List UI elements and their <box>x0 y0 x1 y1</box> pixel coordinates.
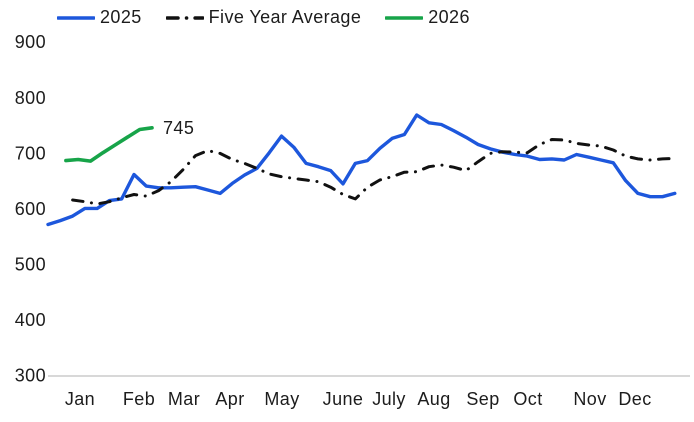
y-tick-label: 500 <box>15 254 46 274</box>
x-month-label-nov: Nov <box>573 389 606 409</box>
x-month-label-mar: Mar <box>168 389 200 409</box>
x-month-label-june: June <box>323 389 364 409</box>
x-month-label-july: July <box>372 389 406 409</box>
x-month-label-dec: Dec <box>618 389 651 409</box>
series-line-five-year-average <box>71 138 677 206</box>
legend-dash-dot-line-icon <box>165 15 204 20</box>
series-line-2026 <box>64 126 154 163</box>
legend-item-five-year-average: Five Year Average <box>165 7 362 28</box>
x-month-label-sep: Sep <box>466 389 499 409</box>
legend-label-five-year-average: Five Year Average <box>208 7 362 27</box>
x-month-label-aug: Aug <box>417 389 450 409</box>
legend-item-2025: 2025 <box>57 7 142 28</box>
x-month-label-feb: Feb <box>123 389 155 409</box>
x-month-label-oct: Oct <box>513 389 542 409</box>
legend-label-2026: 2026 <box>428 7 470 27</box>
series-line-2025 <box>46 113 677 227</box>
y-tick-label: 700 <box>15 143 46 163</box>
series-end-value-label: 745 <box>163 118 194 138</box>
y-tick-label: 300 <box>15 366 46 386</box>
legend-item-2026: 2026 <box>385 7 470 28</box>
legend-solid-line-icon <box>57 15 95 20</box>
x-month-label-jan: Jan <box>65 389 95 409</box>
x-month-label-apr: Apr <box>215 389 244 409</box>
legend: 2025 Five Year Average 2026 <box>57 7 470 28</box>
y-tick-label: 900 <box>15 32 46 52</box>
legend-solid-line-icon <box>385 15 424 20</box>
x-month-label-may: May <box>264 389 299 409</box>
y-tick-label: 800 <box>15 88 46 108</box>
y-tick-label: 600 <box>15 199 46 219</box>
legend-label-2025: 2025 <box>100 7 142 27</box>
y-tick-label: 400 <box>15 310 46 330</box>
